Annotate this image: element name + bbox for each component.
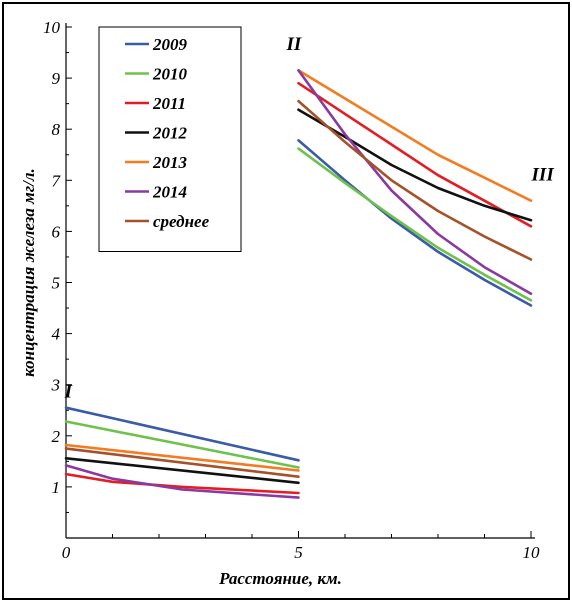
series-line-2009-segment-1 xyxy=(64,406,300,462)
legend-label: 2012 xyxy=(152,124,188,143)
x-tick-label: 10 xyxy=(523,543,541,562)
series-line-2014-segment-1 xyxy=(64,464,300,499)
legend-label: 2013 xyxy=(152,153,188,172)
series-line-2012-segment-2 xyxy=(297,108,533,222)
legend-box xyxy=(98,26,242,252)
y-tick-label: 6 xyxy=(52,222,61,241)
series-line-2010-segment-1 xyxy=(64,420,300,469)
legend-label: 2011 xyxy=(152,94,186,113)
x-axis-title: Расстояние, км. xyxy=(218,569,342,588)
region-label: III xyxy=(531,164,555,185)
y-axis-ticks: 1 2 3 4 5 6 7 8 9 10 xyxy=(43,18,72,539)
series-line-2012-segment-1 xyxy=(64,457,300,485)
y-axis-title: концентрация железа мг/л. xyxy=(19,168,38,377)
series-line-2014-segment-2 xyxy=(297,69,533,295)
x-axis-ticks: 0 5 10 xyxy=(62,531,540,562)
y-tick-label: 9 xyxy=(52,69,61,88)
legend-label: 2009 xyxy=(152,35,188,54)
y-tick-label: 10 xyxy=(43,18,61,37)
series-line-среднее-segment-1 xyxy=(64,447,300,478)
y-tick-label: 3 xyxy=(51,376,61,395)
region-label: II xyxy=(285,34,301,55)
series-line-среднее-segment-2 xyxy=(297,99,533,261)
x-tick-label: 5 xyxy=(294,543,303,562)
y-tick-label: 7 xyxy=(52,171,62,190)
legend: 2009 2010 2011 2012 2013 2014 среднее xyxy=(98,26,242,252)
y-tick-label: 2 xyxy=(52,427,61,446)
y-tick-label: 8 xyxy=(52,120,61,139)
y-tick-label: 4 xyxy=(52,325,61,344)
legend-label: среднее xyxy=(153,212,210,231)
series-lines xyxy=(64,69,533,499)
legend-label: 2010 xyxy=(152,65,188,84)
x-tick-label: 0 xyxy=(62,543,71,562)
region-label: I xyxy=(64,381,73,402)
series-line-2009-segment-2 xyxy=(297,139,533,307)
series-line-2013-segment-2 xyxy=(297,69,533,202)
legend-label: 2014 xyxy=(152,183,187,202)
y-tick-label: 5 xyxy=(52,274,61,293)
axes xyxy=(65,23,535,539)
series-line-2011-segment-2 xyxy=(297,81,533,228)
series-line-2010-segment-2 xyxy=(297,147,533,302)
series-line-2013-segment-1 xyxy=(64,443,300,472)
y-tick-label: 1 xyxy=(52,478,61,497)
